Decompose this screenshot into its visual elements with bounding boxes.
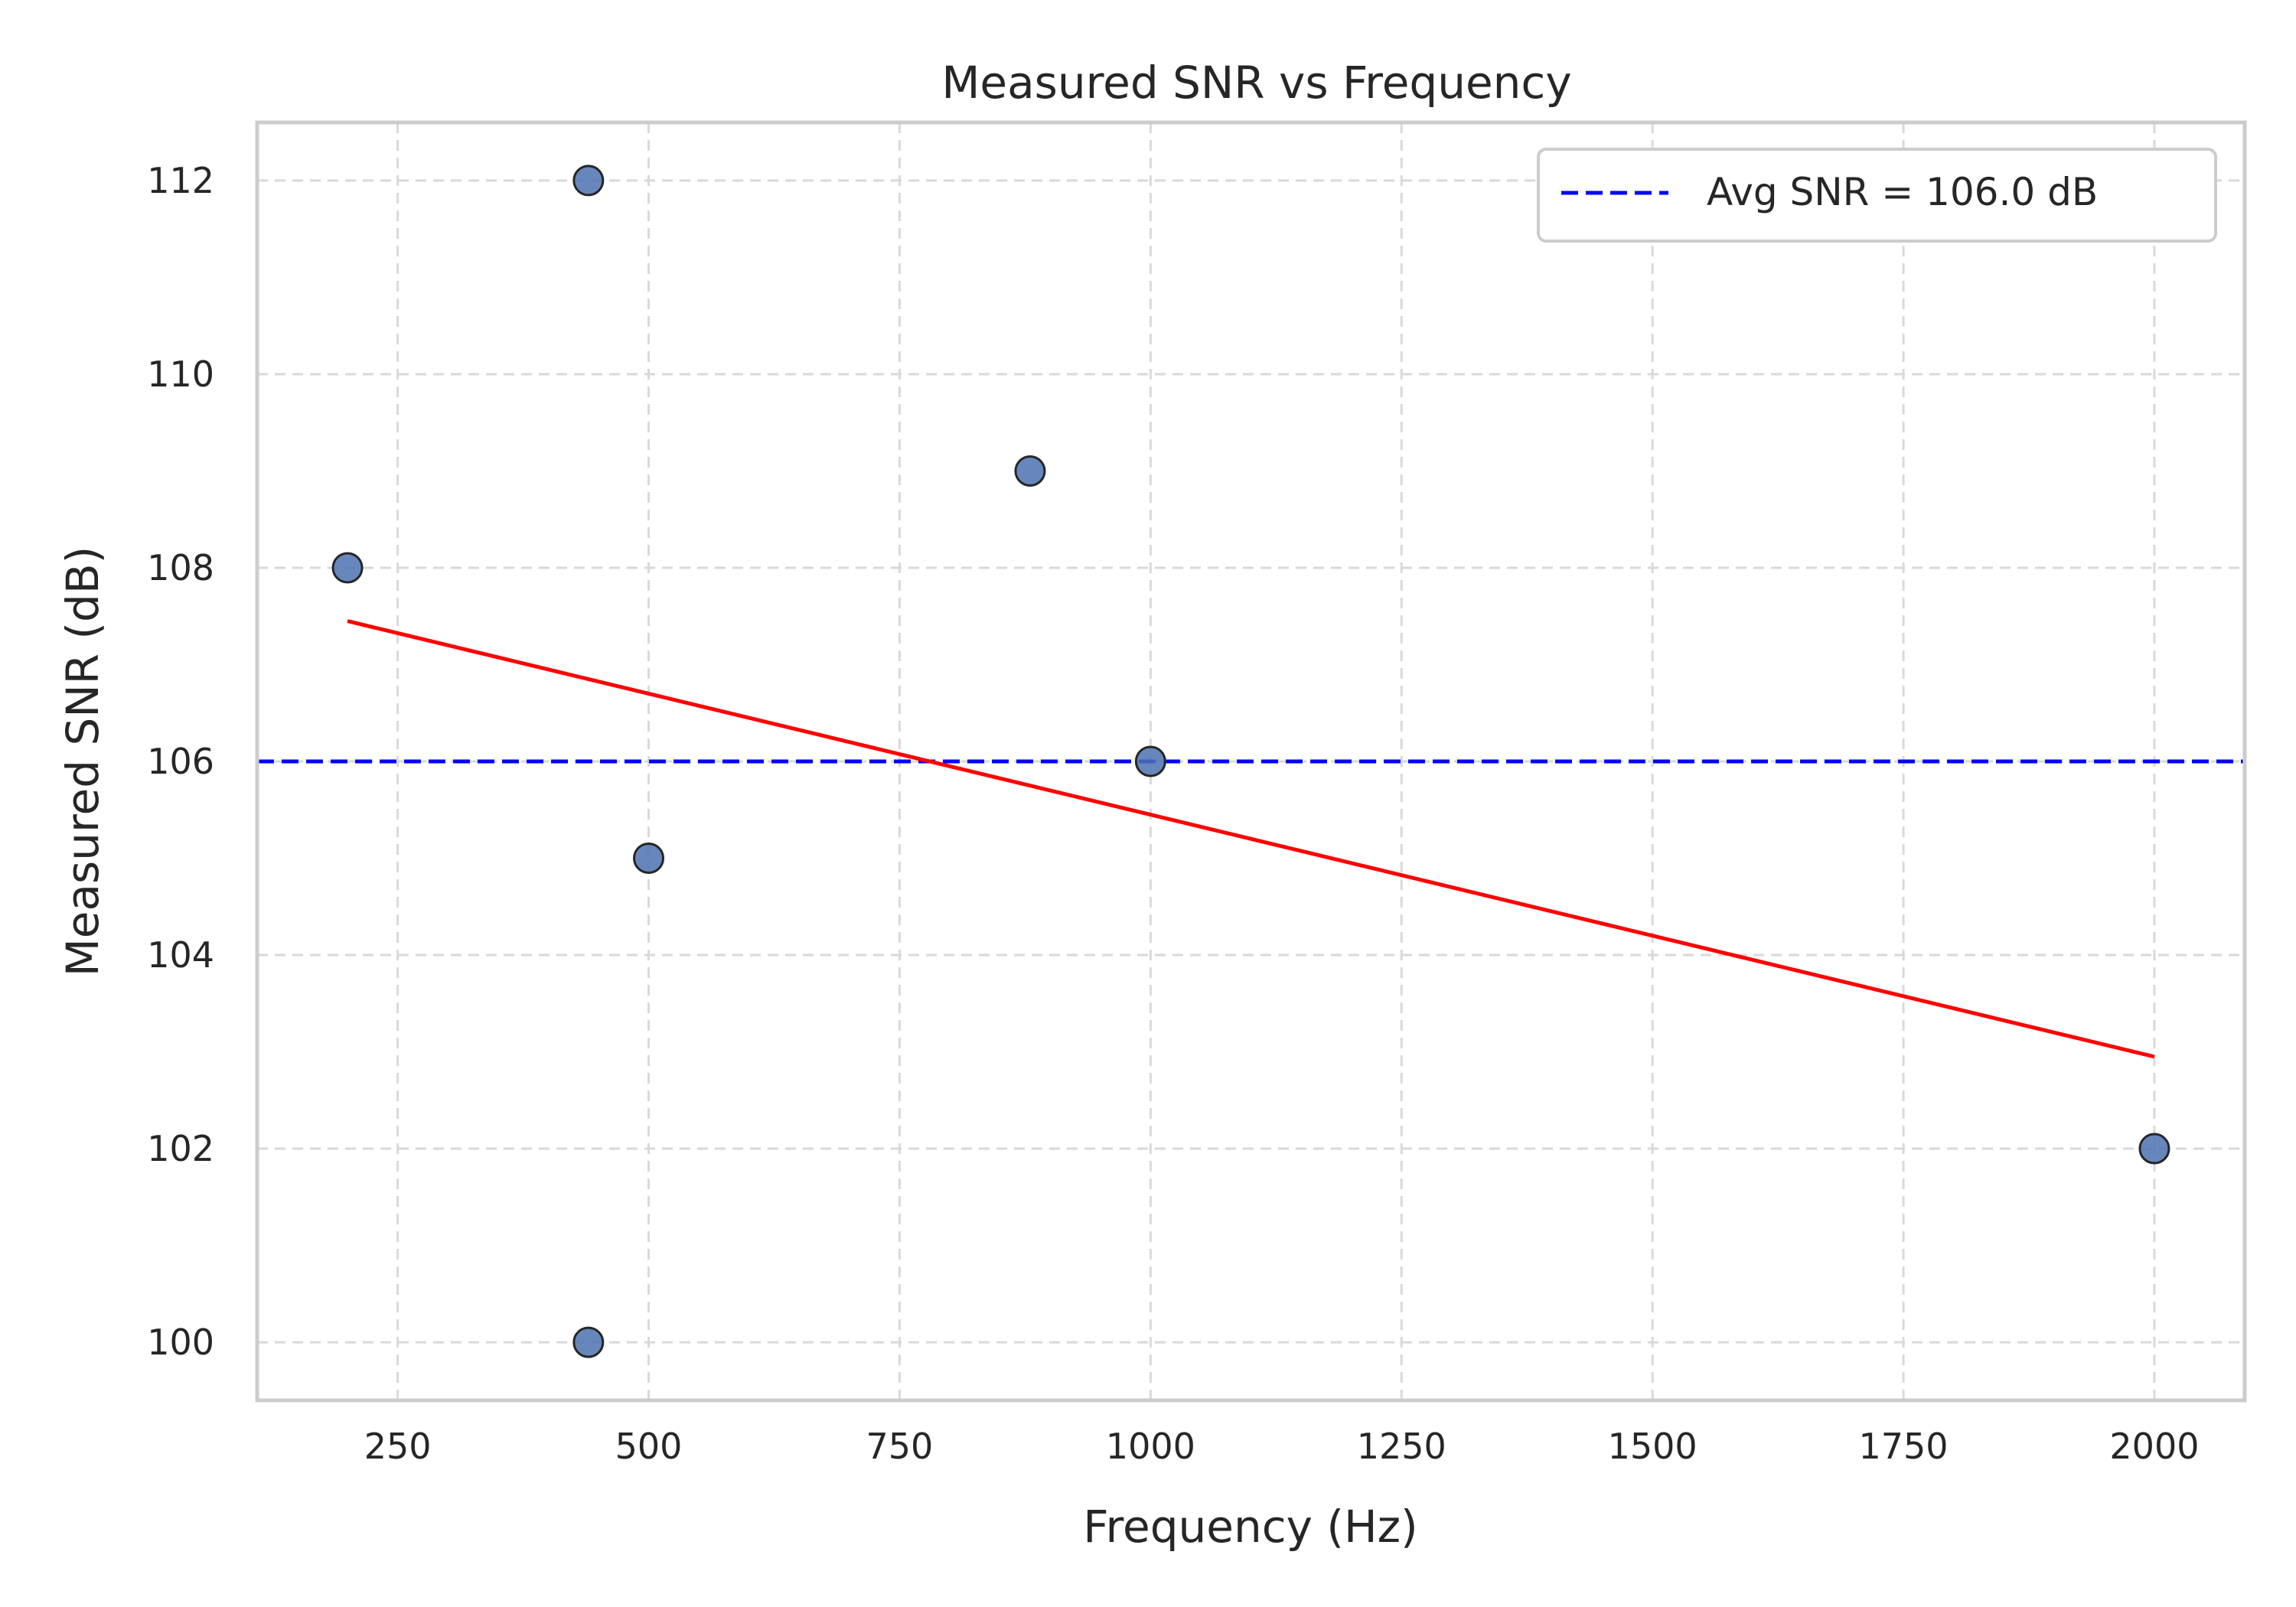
- data-point: [331, 552, 364, 584]
- x-tick-label: 1000: [1106, 1426, 1195, 1467]
- legend: Avg SNR = 106.0 dB: [1537, 148, 2217, 243]
- x-tick-label: 500: [615, 1426, 683, 1467]
- trend-line: [347, 619, 2155, 1059]
- lines-layer: [257, 619, 2245, 1059]
- x-tick-label: 1750: [1859, 1426, 1949, 1467]
- plot-frame: [255, 120, 2247, 1403]
- tick-labels: 250 500 750 1000 1250 1500 1750 2000 100 102 104 10…: [147, 160, 2199, 1467]
- x-tick-label: 250: [364, 1426, 432, 1467]
- y-tick-label: 106: [147, 741, 214, 782]
- y-tick-label: 104: [147, 934, 214, 976]
- y-tick-label: 108: [147, 547, 214, 588]
- y-tick-label: 112: [147, 160, 214, 201]
- data-point: [2138, 1133, 2170, 1165]
- data-point: [572, 165, 605, 197]
- x-tick-label: 1250: [1357, 1426, 1446, 1467]
- data-point: [1134, 745, 1166, 777]
- y-tick-label: 100: [147, 1322, 214, 1363]
- y-tick-label: 110: [147, 354, 214, 395]
- data-point: [572, 1326, 605, 1358]
- legend-box: [1537, 148, 2217, 243]
- x-axis-label: Frequency (Hz): [1083, 1501, 1417, 1553]
- chart-title: Measured SNR vs Frequency: [941, 57, 1571, 109]
- x-tick-label: 750: [866, 1426, 934, 1467]
- y-tick-label: 102: [147, 1128, 214, 1169]
- legend-label-avg-snr: Avg SNR = 106.0 dB: [1707, 170, 2098, 214]
- data-point: [1014, 455, 1046, 487]
- points-layer: [331, 165, 2170, 1358]
- y-axis-label: Measured SNR (dB): [57, 546, 109, 977]
- x-tick-label: 2000: [2109, 1426, 2199, 1467]
- data-point: [633, 843, 665, 875]
- x-tick-label: 1500: [1608, 1426, 1698, 1467]
